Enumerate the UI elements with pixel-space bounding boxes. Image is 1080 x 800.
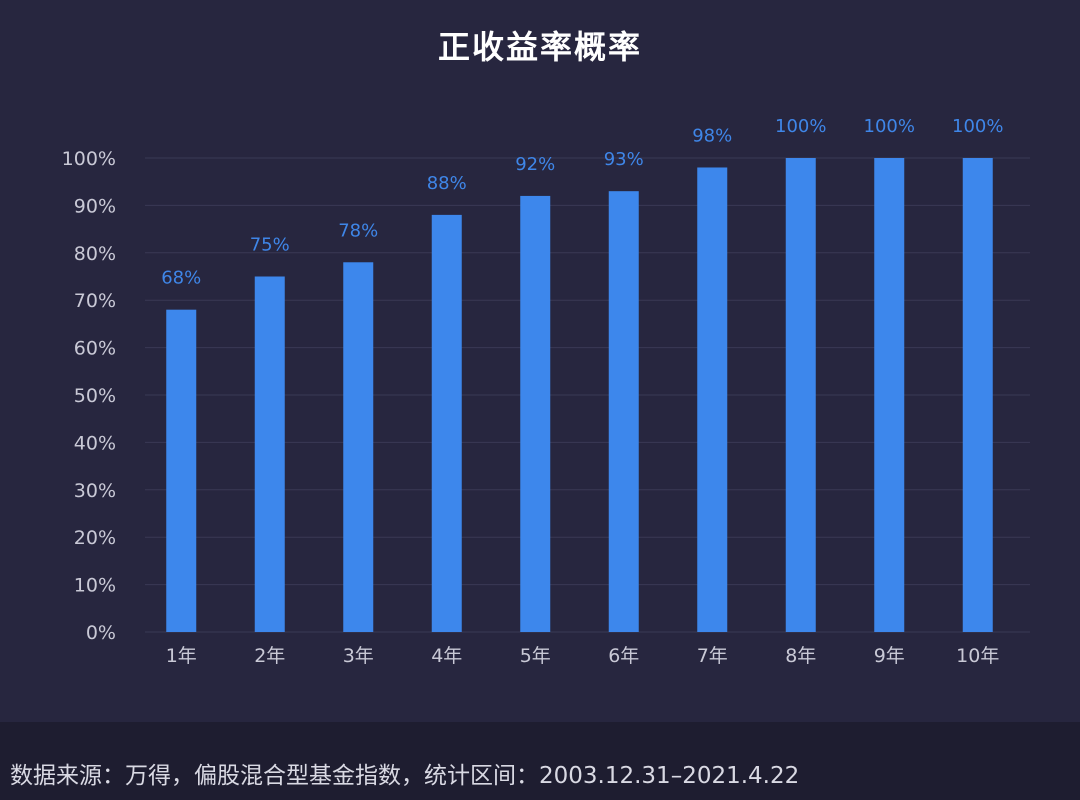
data-label: 100% — [864, 116, 915, 137]
x-tick-label: 1年 — [166, 645, 197, 667]
bar — [520, 195, 551, 633]
bars — [166, 158, 993, 633]
source-note: 数据来源：万得，偏股混合型基金指数，统计区间：2003.12.31–2021.4… — [10, 763, 800, 789]
y-tick-label: 40% — [74, 432, 116, 454]
bar — [608, 191, 639, 632]
x-tick-label: 8年 — [785, 645, 816, 667]
data-label: 88% — [427, 173, 467, 194]
footer: 数据来源：万得，偏股混合型基金指数，统计区间：2003.12.31–2021.4… — [0, 722, 1080, 800]
x-tick-label: 6年 — [608, 645, 639, 667]
bar-chart: 0% 10% 20% 30% 40% 50% 60% 70% 80% 90% 100% 68% 75%… — [62, 116, 1030, 667]
data-label: 68% — [161, 268, 201, 289]
y-tick-label: 50% — [74, 385, 116, 407]
bar — [166, 309, 197, 632]
x-tick-label: 9年 — [874, 645, 905, 667]
x-tick-label: 4年 — [431, 645, 462, 667]
bar — [431, 214, 462, 632]
y-tick-label: 10% — [74, 575, 116, 597]
bar — [697, 167, 728, 633]
bar — [254, 276, 285, 632]
data-label: 100% — [952, 116, 1003, 137]
y-tick-label: 80% — [74, 243, 116, 265]
y-tick-label: 100% — [62, 148, 116, 170]
y-tick-label: 70% — [74, 290, 116, 312]
data-label: 98% — [692, 125, 732, 146]
bar — [962, 158, 993, 632]
data-label: 92% — [515, 154, 555, 175]
data-label: 78% — [338, 220, 378, 241]
y-tick-label: 60% — [74, 338, 116, 360]
y-tick-label: 90% — [74, 195, 116, 217]
x-tick-label: 2年 — [254, 645, 285, 667]
x-tick-label: 5年 — [520, 645, 551, 667]
bar — [343, 262, 374, 632]
data-labels: 68% 75% 78% 88% 92% 93% 98% 100% 100% 100% — [161, 116, 1003, 289]
y-axis-tick-labels: 0% 10% 20% 30% 40% 50% 60% 70% 80% 90% 100% — [62, 148, 116, 644]
data-label: 100% — [775, 116, 826, 137]
x-axis-tick-labels: 1年 2年 3年 4年 5年 6年 7年 8年 9年 10年 — [166, 645, 1000, 667]
chart-title: 正收益率概率 — [437, 28, 642, 66]
y-tick-label: 30% — [74, 480, 116, 502]
bar — [785, 158, 816, 632]
data-label: 75% — [250, 235, 290, 256]
bar — [874, 158, 905, 632]
x-tick-label: 10年 — [956, 645, 999, 667]
x-tick-label: 3年 — [343, 645, 374, 667]
x-tick-label: 7年 — [697, 645, 728, 667]
y-tick-label: 0% — [86, 622, 116, 644]
y-tick-label: 20% — [74, 527, 116, 549]
data-label: 93% — [604, 149, 644, 170]
